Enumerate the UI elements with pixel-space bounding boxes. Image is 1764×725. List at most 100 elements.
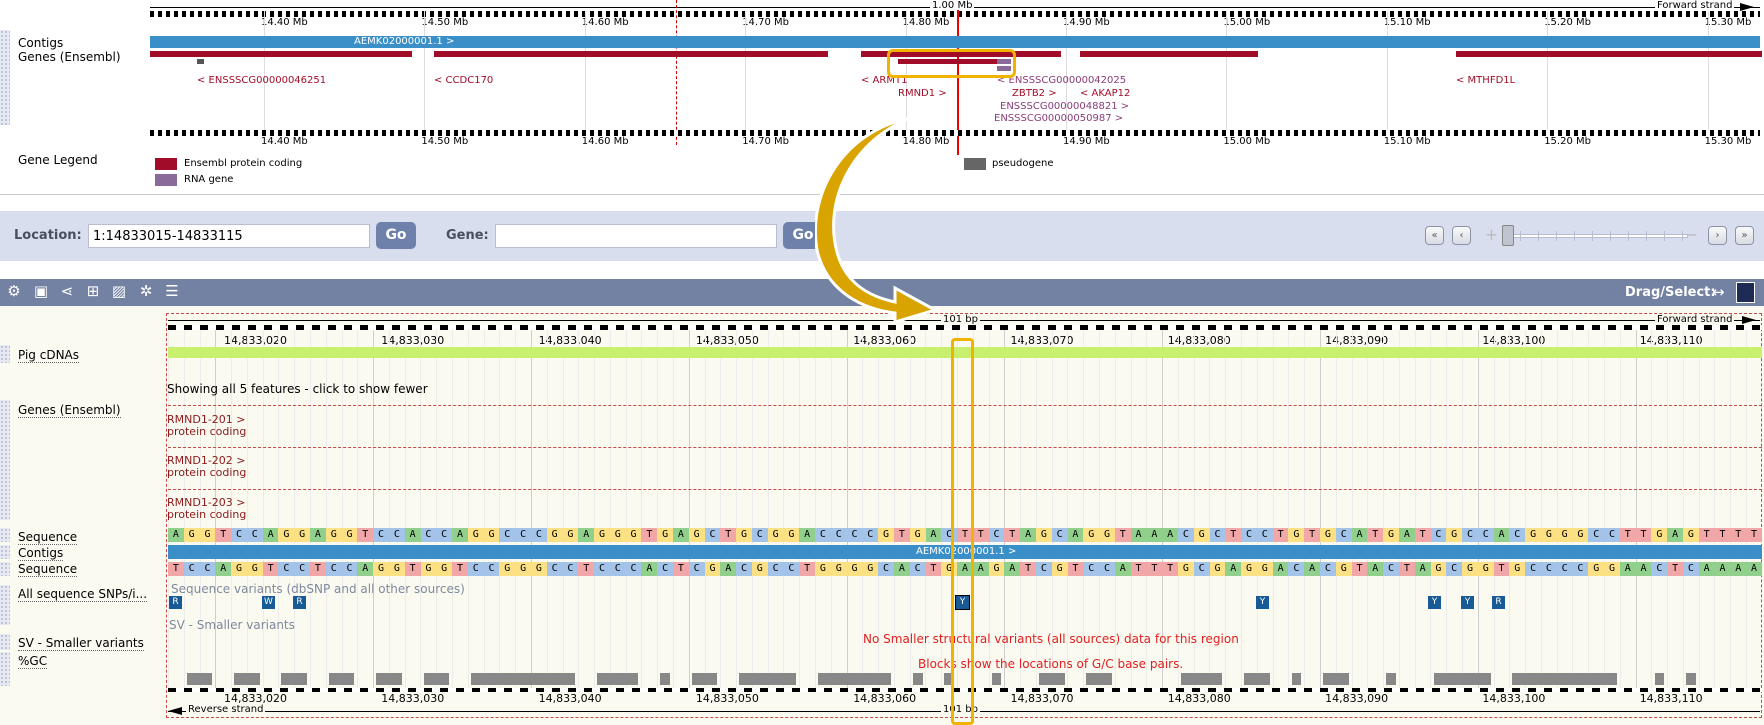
base-C: C bbox=[1320, 562, 1336, 576]
track-label-contigs[interactable]: Contigs bbox=[18, 546, 64, 561]
base-C: C bbox=[199, 562, 216, 576]
gene-label[interactable]: < ENSSSCG00000042025 bbox=[997, 75, 1127, 86]
last-icon[interactable]: » bbox=[1735, 226, 1754, 245]
snp-marker[interactable]: Y bbox=[1428, 596, 1441, 609]
gene-label[interactable]: < CCDC170 bbox=[434, 75, 494, 86]
base-T: T bbox=[1304, 528, 1321, 542]
reset-icon[interactable]: ☰ bbox=[165, 282, 179, 300]
track-drag-handle[interactable] bbox=[0, 652, 10, 686]
transcript-name[interactable]: RMND1-202 > bbox=[167, 454, 246, 467]
gene-bar-armt1[interactable] bbox=[861, 51, 1061, 57]
track-label-sequence-reverse[interactable]: Sequence bbox=[18, 562, 78, 577]
gc-block bbox=[1039, 673, 1065, 685]
snp-marker[interactable]: Y bbox=[1256, 596, 1269, 609]
track-drag-handle[interactable] bbox=[0, 562, 10, 576]
track-label-pig-cdnas[interactable]: Pig cDNAs bbox=[18, 348, 80, 363]
zoom-in-icon[interactable]: + bbox=[1484, 225, 1499, 244]
select-mode-icon[interactable] bbox=[1736, 282, 1755, 303]
gene-bar-rna2[interactable] bbox=[997, 66, 1011, 71]
base-C: C bbox=[1477, 528, 1494, 542]
gene-label[interactable]: ENSSSCG00000050987 > bbox=[994, 113, 1124, 124]
pig-cdna-bar[interactable] bbox=[168, 347, 1762, 358]
detail-grid-line bbox=[625, 330, 627, 688]
transcript-name[interactable]: RMND1-203 > bbox=[167, 496, 246, 509]
base-C: C bbox=[1051, 528, 1068, 542]
gene-label[interactable]: ZBTB2 > bbox=[1012, 88, 1057, 99]
overview-drag-handle[interactable] bbox=[0, 30, 10, 125]
overview-tick-label: 15.10 Mb bbox=[1383, 17, 1431, 28]
track-label-genes[interactable]: Genes (Ensembl) bbox=[18, 403, 121, 418]
gene-label[interactable]: < AKAP12 bbox=[1080, 88, 1131, 99]
zoom-out-icon[interactable]: − bbox=[1684, 225, 1699, 244]
base-T: T bbox=[1414, 528, 1431, 542]
detail-grid-line bbox=[767, 330, 769, 688]
drag-mode-icon[interactable]: ↔ bbox=[1712, 283, 1725, 301]
detail-contig-bar[interactable] bbox=[168, 545, 1762, 559]
share-icon[interactable]: ⋖ bbox=[60, 282, 74, 300]
base-T: T bbox=[1130, 562, 1147, 576]
base-T: T bbox=[1367, 528, 1384, 542]
gene-bar-ccdc[interactable] bbox=[150, 51, 412, 57]
image-icon[interactable]: ▨ bbox=[111, 282, 127, 300]
detail-tick-label: 14,833,060 bbox=[853, 692, 917, 705]
gear-icon[interactable]: ⚙ bbox=[7, 282, 21, 300]
base-C: C bbox=[420, 528, 437, 542]
first-icon[interactable]: « bbox=[1425, 226, 1444, 245]
prev-icon[interactable]: ‹ bbox=[1452, 226, 1471, 245]
track-drag-handle[interactable] bbox=[0, 400, 10, 520]
gene-bar-pseudo[interactable] bbox=[197, 59, 204, 64]
gene-bar-rmnd1[interactable] bbox=[898, 59, 998, 64]
snp-marker[interactable]: R bbox=[169, 596, 182, 609]
gene-label[interactable]: < ARMT1 bbox=[861, 75, 908, 86]
detail-scale-label: 101 bp bbox=[941, 314, 980, 325]
snp-marker[interactable]: W bbox=[262, 596, 275, 609]
snp-marker[interactable]: Y bbox=[1461, 596, 1474, 609]
detail-tick-label: 14,833,110 bbox=[1639, 692, 1703, 705]
track-drag-handle[interactable] bbox=[0, 545, 10, 559]
track-label-sv[interactable]: SV - Smaller variants bbox=[18, 636, 144, 651]
feature-note[interactable]: Showing all 5 features - click to show f… bbox=[167, 382, 428, 396]
base-A: A bbox=[1067, 528, 1084, 542]
track-drag-handle[interactable] bbox=[0, 585, 10, 625]
gene-label[interactable]: RMND1 > bbox=[898, 88, 947, 99]
export-icon[interactable]: ▣ bbox=[33, 282, 49, 300]
location-go-button[interactable]: Go bbox=[376, 222, 416, 249]
snp-marker-selected[interactable]: Y bbox=[955, 595, 970, 610]
gene-bar-zbtb2[interactable] bbox=[1080, 51, 1258, 57]
overview-tick-label: 15.00 Mb bbox=[1223, 17, 1271, 28]
gene-bar-mthfd1l[interactable] bbox=[1456, 51, 1762, 57]
overview-contig-bar[interactable] bbox=[150, 36, 1760, 48]
resize-icon[interactable]: ⊞ bbox=[86, 282, 100, 300]
detail-grid-line bbox=[562, 330, 564, 688]
gene-input[interactable] bbox=[495, 224, 777, 248]
snp-marker[interactable]: R bbox=[293, 596, 306, 609]
gene-label[interactable]: ENSSSCG00000048821 > bbox=[1000, 101, 1130, 112]
transcript-name[interactable]: RMND1-201 > bbox=[167, 413, 246, 426]
gene-label[interactable]: < MTHFD1L bbox=[1456, 75, 1516, 86]
detail-tick-label: 14,833,050 bbox=[695, 334, 759, 347]
snp-marker[interactable]: R bbox=[1492, 596, 1505, 609]
track-label-sequence[interactable]: Sequence bbox=[18, 530, 78, 545]
detail-grid-line bbox=[1746, 330, 1747, 688]
location-input[interactable] bbox=[88, 224, 370, 248]
base-G: G bbox=[1588, 562, 1605, 576]
base-C: C bbox=[1525, 562, 1541, 576]
zoom-slider-handle[interactable] bbox=[1502, 225, 1514, 246]
base-G: G bbox=[1335, 562, 1352, 576]
gc-block bbox=[470, 673, 576, 685]
track-drag-handle[interactable] bbox=[0, 345, 10, 363]
track-label-gc[interactable]: %GC bbox=[18, 654, 48, 669]
gene-bar-ccdc170[interactable] bbox=[434, 51, 828, 57]
track-drag-handle[interactable] bbox=[0, 528, 10, 542]
base-G: G bbox=[515, 562, 531, 576]
gene-bar-rna[interactable] bbox=[997, 59, 1011, 64]
next-icon[interactable]: › bbox=[1708, 226, 1727, 245]
track-label-snps[interactable]: All sequence SNPs/i... bbox=[18, 587, 148, 602]
gene-label[interactable]: < ENSSSCG00000046251 bbox=[197, 75, 327, 86]
track-drag-handle[interactable] bbox=[0, 634, 10, 650]
base-C: C bbox=[246, 528, 263, 542]
config-icon[interactable]: ✲ bbox=[139, 282, 153, 300]
base-C: C bbox=[294, 562, 311, 576]
